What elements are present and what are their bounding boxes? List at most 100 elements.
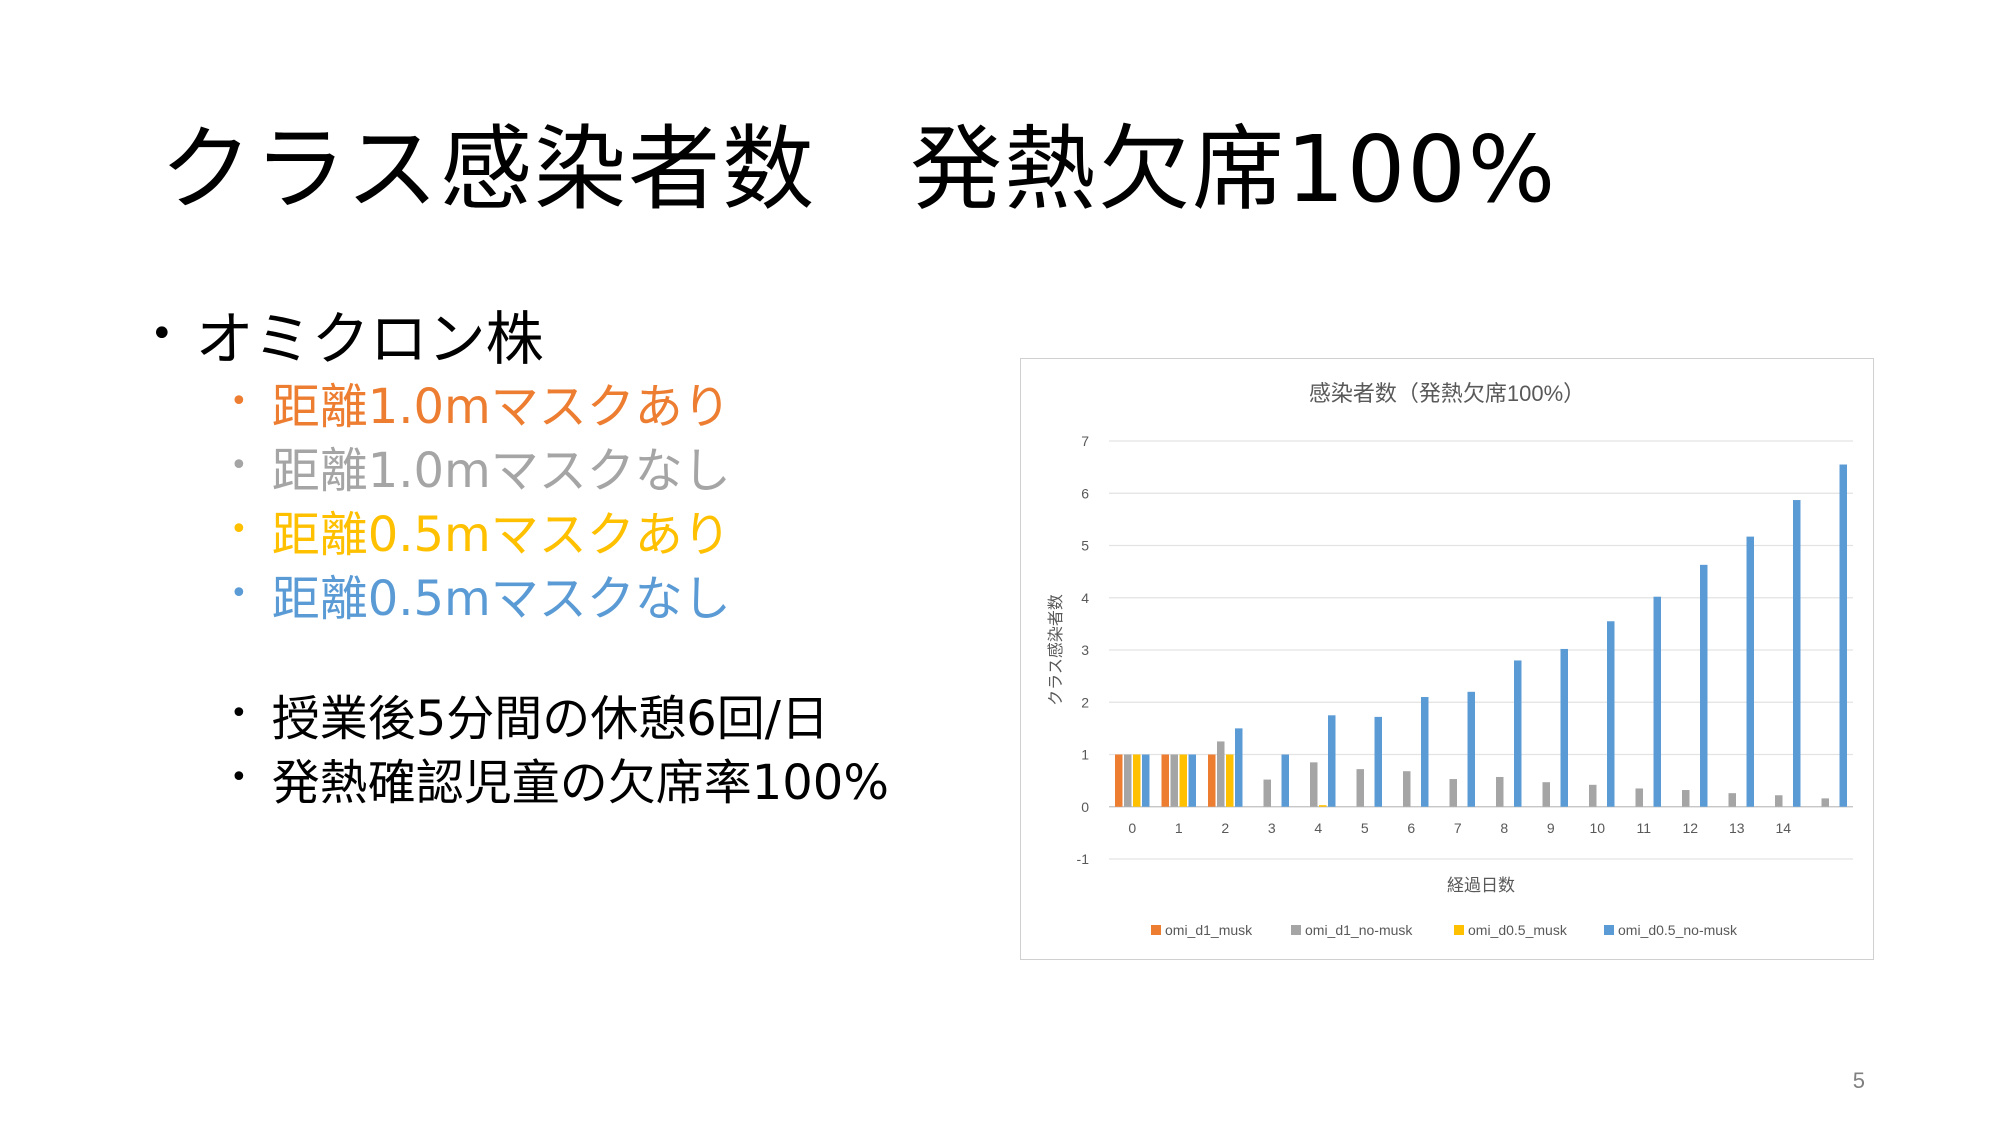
x-tick-label: 12 — [1682, 820, 1698, 836]
bullet-dot: • — [230, 576, 248, 611]
bar — [1310, 762, 1318, 807]
x-tick-label: 7 — [1454, 820, 1462, 836]
bar — [1179, 754, 1187, 807]
bar — [1607, 621, 1615, 807]
x-tick-label: 1 — [1175, 820, 1183, 836]
bar — [1263, 779, 1271, 807]
x-tick-label: 0 — [1128, 820, 1136, 836]
x-axis-label: 経過日数 — [1447, 876, 1515, 895]
legend-label: omi_d1_no-musk — [1305, 922, 1413, 938]
bar — [1496, 776, 1504, 807]
x-tick-label: 4 — [1314, 820, 1322, 836]
bar — [1208, 754, 1216, 807]
bar — [1142, 754, 1150, 807]
chart-title: 感染者数（発熱欠席100%） — [1309, 381, 1585, 406]
bar — [1115, 754, 1123, 807]
condition-text: 距離0.5mマスクなし — [271, 571, 731, 627]
x-tick-label: 5 — [1361, 820, 1369, 836]
bar — [1374, 716, 1382, 807]
x-tick-label: 13 — [1729, 820, 1745, 836]
bar — [1589, 784, 1597, 807]
bar — [1449, 779, 1457, 807]
bullet-list: • オミクロン株 • 距離1.0mマスクあり • 距離1.0mマスクなし • 距… — [150, 298, 889, 811]
x-tick-label: 8 — [1500, 820, 1508, 836]
condition-item: • 距離0.5mマスクあり — [230, 498, 889, 563]
bullet-dot: • — [230, 384, 248, 419]
y-tick-label: 2 — [1081, 694, 1089, 710]
x-tick-label: 10 — [1589, 820, 1605, 836]
legend-label: omi_d0.5_musk — [1468, 922, 1568, 938]
y-tick-label: 1 — [1081, 747, 1089, 763]
bar — [1542, 782, 1550, 807]
slide-title: クラス感染者数 発熱欠席100% — [160, 116, 1558, 223]
bar — [1235, 728, 1243, 807]
bar — [1217, 741, 1225, 807]
condition-text: 距離1.0mマスクあり — [271, 379, 731, 435]
bar — [1170, 754, 1178, 807]
bullet-main-text: オミクロン株 — [195, 305, 544, 373]
legend-label: omi_d0.5_no-musk — [1618, 922, 1738, 938]
bar — [1746, 536, 1754, 807]
x-tick-label: 2 — [1221, 820, 1229, 836]
bullet-dot: • — [230, 760, 248, 795]
condition-item: • 距離1.0mマスクあり — [230, 370, 889, 435]
y-tick-label: 0 — [1081, 799, 1089, 815]
bar — [1653, 596, 1661, 807]
x-tick-label: 3 — [1268, 820, 1276, 836]
bar — [1328, 715, 1336, 807]
bullet-main: • オミクロン株 — [150, 298, 889, 373]
bar — [1281, 754, 1289, 807]
bar — [1421, 697, 1429, 807]
legend-swatch — [1454, 925, 1464, 935]
y-tick-label: 7 — [1081, 433, 1089, 449]
note-item: • 授業後5分間の休憩6回/日 — [230, 682, 889, 747]
bar — [1775, 795, 1783, 807]
condition-text: 距離1.0mマスクなし — [271, 443, 731, 499]
legend-label: omi_d1_musk — [1165, 922, 1253, 938]
bar — [1161, 754, 1169, 807]
bullet-dot: • — [230, 448, 248, 483]
bar — [1728, 793, 1736, 807]
bullet-dot: • — [230, 696, 248, 731]
bar — [1793, 500, 1801, 807]
y-axis-label: クラス感染者数 — [1047, 594, 1065, 706]
y-tick-label: -1 — [1077, 851, 1090, 867]
bar — [1226, 754, 1234, 807]
legend-swatch — [1291, 925, 1301, 935]
chart-container: 感染者数（発熱欠席100%） -1 0 1 2 3 4 5 6 7 0 1 2 3 4 5 6 7 8 9 10 11 12… — [1020, 358, 1874, 960]
bar — [1467, 691, 1475, 807]
bar — [1124, 754, 1132, 807]
legend-swatch — [1151, 925, 1161, 935]
bar — [1821, 798, 1829, 807]
bar — [1356, 769, 1364, 807]
bar — [1560, 648, 1568, 807]
bullet-dot: • — [150, 311, 174, 357]
legend-swatch — [1604, 925, 1614, 935]
bar — [1403, 771, 1411, 807]
bar — [1188, 754, 1196, 807]
y-tick-label: 4 — [1081, 590, 1089, 606]
condition-list: • 距離1.0mマスクあり • 距離1.0mマスクなし • 距離0.5mマスクあ… — [230, 370, 889, 811]
y-tick-label: 6 — [1081, 485, 1089, 501]
note-text: 発熱確認児童の欠席率100% — [271, 755, 889, 811]
x-tick-label: 9 — [1547, 820, 1555, 836]
bar — [1514, 660, 1522, 807]
x-tick-label: 6 — [1407, 820, 1415, 836]
bar — [1635, 788, 1643, 807]
note-item: • 発熱確認児童の欠席率100% — [230, 746, 889, 811]
bar — [1133, 754, 1141, 807]
bar — [1839, 464, 1847, 807]
x-tick-label: 11 — [1636, 820, 1651, 836]
bar — [1700, 564, 1708, 807]
x-tick-label: 14 — [1775, 820, 1791, 836]
condition-text: 距離0.5mマスクあり — [271, 507, 731, 563]
condition-item: • 距離1.0mマスクなし — [230, 434, 889, 499]
bar — [1682, 790, 1690, 807]
page-number: 5 — [1852, 1068, 1865, 1093]
y-tick-label: 5 — [1081, 538, 1089, 554]
y-tick-label: 3 — [1081, 642, 1089, 658]
bar — [1319, 805, 1327, 807]
note-text: 授業後5分間の休憩6回/日 — [271, 691, 829, 747]
bullet-dot: • — [230, 512, 248, 547]
